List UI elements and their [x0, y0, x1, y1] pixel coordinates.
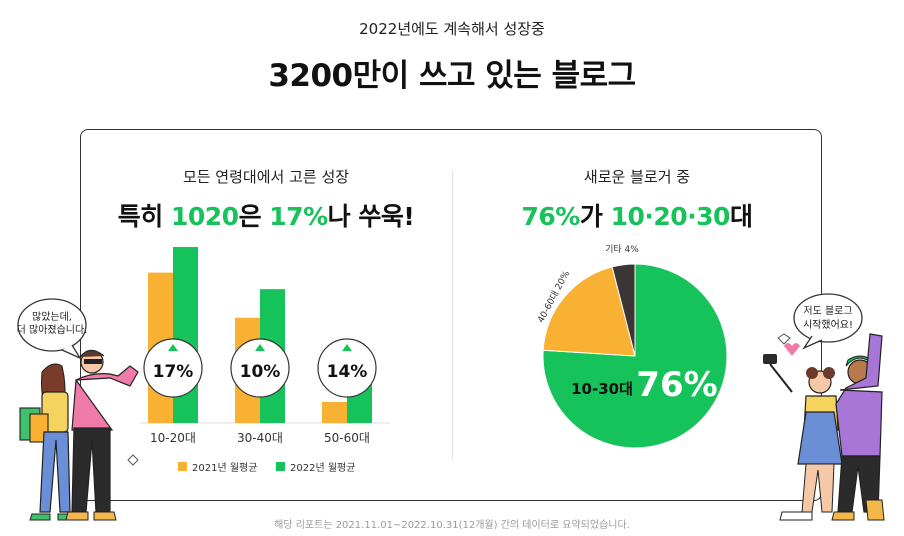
right-headline-mid: 가 [579, 202, 611, 231]
bar-category-label-2: 50-60대 [324, 431, 370, 445]
left-headline: 특히 1020은 17%나 쑤욱! [80, 197, 452, 233]
pie-slice-2 [611, 263, 636, 357]
pie-label-main: 10-30대 [571, 380, 633, 398]
growth-label-1: 10% [240, 362, 281, 382]
right-illustration: 저도 블로그 시작했어요! [763, 293, 885, 521]
left-headline-post: 나 쑤욱! [327, 202, 415, 231]
left-headline-pre: 특히 [117, 202, 171, 231]
right-headline: 76%가 10·20·30대 [452, 197, 822, 233]
left-headline-hl1: 1020 [170, 202, 239, 231]
legend-label-1: 2022년 월평균 [290, 462, 355, 474]
growth-badge-0 [143, 338, 203, 398]
legend-swatch-1 [276, 462, 285, 471]
growth-badge-2 [317, 338, 377, 398]
speech-right-line2: 시작했어요! [803, 318, 853, 331]
panel-divider [452, 170, 453, 460]
right-headline-hl1: 76% [521, 202, 581, 231]
growth-badge-1 [230, 338, 290, 398]
bar-chart: 17% 10-20대 10% 30-40대 14% 50-60대 2021년 월평균 2022… [140, 247, 390, 474]
left-caption: 모든 연령대에서 고른 성장 [182, 168, 350, 186]
legend-label-0: 2021년 월평균 [192, 462, 257, 474]
page-title: 3200만이 쓰고 있는 블로그 [268, 58, 636, 94]
speech-left-line2: 더 많아졌습니다. [17, 323, 88, 336]
speech-left-line1: 많았는데, [32, 311, 72, 323]
growth-up-icon-1 [255, 344, 265, 351]
growth-label-2: 14% [327, 362, 368, 382]
pie-slice-1 [542, 266, 636, 357]
growth-up-icon-0 [168, 344, 178, 351]
right-caption: 새로운 블로거 중 [583, 168, 691, 186]
growth-up-icon-2 [342, 344, 352, 351]
bar-category-label-1: 30-40대 [237, 431, 283, 445]
page-subtitle: 2022년에도 계속해서 성장중 [359, 20, 545, 38]
pie-label-2: 기타 4% [605, 244, 639, 255]
bar-category-label-0: 10-20대 [150, 431, 196, 445]
legend-swatch-0 [178, 462, 187, 471]
left-headline-hl2: 17% [269, 202, 328, 231]
pie-value-main: 76% [636, 365, 717, 405]
right-headline-hl2: 10·20·30 [610, 202, 731, 231]
left-headline-mid: 은 [238, 202, 270, 231]
right-headline-post: 대 [729, 202, 753, 231]
pie-chart: 10-30대 76%40-60대 20%기타 4% [535, 244, 728, 449]
bar-2021-2 [322, 401, 347, 423]
speech-right-line1: 저도 블로그 [803, 305, 852, 317]
left-illustration: 많았는데, 더 많아졌습니다. [17, 298, 139, 521]
growth-label-0: 17% [153, 362, 194, 382]
footnote: 해당 리포트는 2021.11.01~2022.10.31(12개월) 간의 데… [274, 520, 630, 531]
